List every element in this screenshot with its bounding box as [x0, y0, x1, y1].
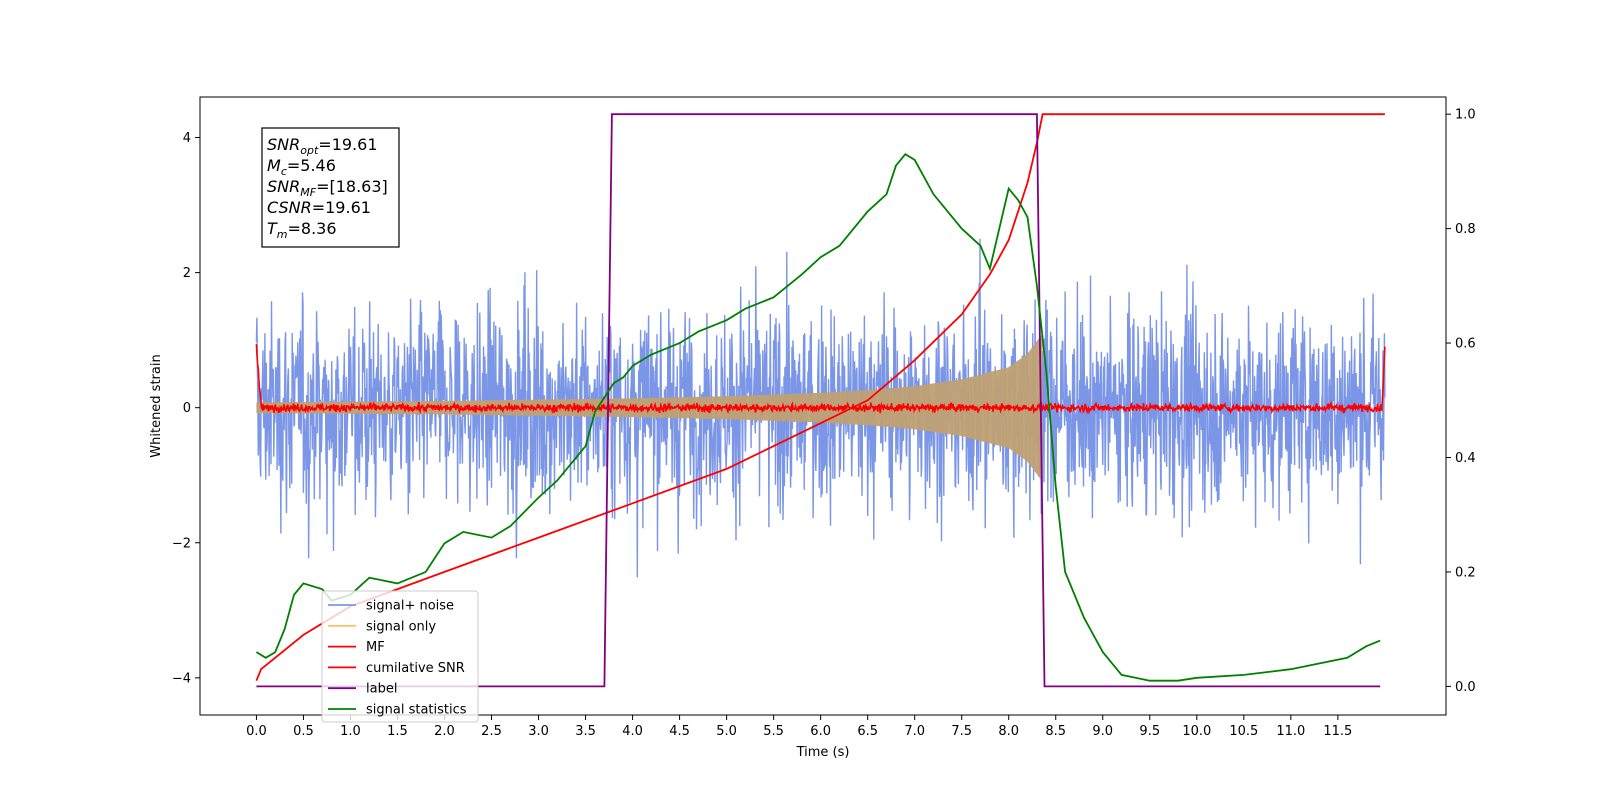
- x-tick-label: 6.5: [857, 724, 878, 739]
- x-tick-label: 5.5: [763, 724, 784, 739]
- annotation-line: CSNR=19.61: [267, 198, 371, 217]
- x-tick-label: 10.5: [1229, 724, 1258, 739]
- x-tick-label: 3.5: [575, 724, 596, 739]
- y-left-tick-label: 4: [183, 131, 191, 146]
- y-right-tick-label: 1.0: [1455, 108, 1476, 123]
- x-tick-label: 1.5: [387, 724, 408, 739]
- x-tick-label: 0.5: [293, 724, 314, 739]
- legend: signal+ noise signal only MF cumilative SNR…: [321, 590, 479, 723]
- legend-entry: cumilative SNR: [366, 661, 465, 676]
- series-signal-statistics: [255, 153, 1381, 682]
- x-tick-label: 2.5: [481, 724, 502, 739]
- x-tick-label: 11.5: [1323, 724, 1352, 739]
- x-tick-label: 9.0: [1092, 724, 1113, 739]
- x-axis-label: Time (s): [796, 745, 850, 760]
- y-axis-right: 0.0 0.2 0.4 0.6 0.8 1.0: [1446, 108, 1476, 695]
- y-axis-left: −4 −2 0 2 4: [172, 131, 200, 686]
- annotation-line: Mc=5.46: [267, 156, 336, 178]
- x-tick-label: 11.0: [1276, 724, 1305, 739]
- x-tick-label: 3.0: [528, 724, 549, 739]
- x-tick-label: 8.5: [1045, 724, 1066, 739]
- x-tick-label: 10.0: [1182, 724, 1211, 739]
- series-label: [256, 113, 1381, 688]
- plot-frame: [199, 96, 1447, 716]
- x-tick-label: 2.0: [434, 724, 455, 739]
- annotation-line: SNRopt=19.61: [267, 135, 378, 157]
- x-tick-label: 7.0: [904, 724, 925, 739]
- x-axis: 0.0 0.5 1.0 1.5 2.0 2.5 3.0 3.5 4.0 4.5 5.0 5.5 6.0 6…: [246, 715, 1352, 739]
- annotation-line: SNRMF=[18.63]: [267, 177, 388, 199]
- y-right-tick-label: 0.8: [1455, 222, 1476, 237]
- y-left-tick-label: −2: [172, 536, 191, 551]
- annotation-line: Tm=8.36: [267, 219, 337, 241]
- x-tick-label: 9.5: [1139, 724, 1160, 739]
- y-left-tick-label: 0: [183, 401, 191, 416]
- legend-entry: signal statistics: [366, 703, 467, 718]
- y-right-tick-label: 0.0: [1455, 680, 1476, 695]
- x-tick-label: 7.5: [951, 724, 972, 739]
- x-tick-label: 5.0: [716, 724, 737, 739]
- legend-entry: signal+ noise: [366, 599, 454, 614]
- y-right-tick-label: 0.2: [1455, 565, 1476, 580]
- x-tick-label: 6.0: [810, 724, 831, 739]
- y-left-tick-label: 2: [183, 266, 191, 281]
- signal-statistics-line: [255, 153, 1381, 682]
- y-left-tick-label: −4: [172, 671, 191, 686]
- x-tick-label: 1.0: [340, 724, 361, 739]
- x-tick-label: 4.0: [622, 724, 643, 739]
- x-tick-label: 0.0: [246, 724, 267, 739]
- legend-entry: label: [366, 682, 397, 697]
- series-mf: [255, 344, 1386, 415]
- legend-entry: signal only: [366, 619, 436, 634]
- y-axis-label: Whitened strain: [149, 354, 164, 457]
- legend-entry: MF: [366, 640, 385, 655]
- y-right-tick-label: 0.4: [1455, 451, 1476, 466]
- x-tick-label: 8.0: [998, 724, 1019, 739]
- y-right-tick-label: 0.6: [1455, 337, 1476, 352]
- annotation-box: SNRopt=19.61Mc=5.46SNRMF=[18.63]CSNR=19.…: [261, 127, 400, 248]
- label-line: [256, 113, 1381, 688]
- legend-frame: [321, 590, 479, 723]
- x-tick-label: 4.5: [669, 724, 690, 739]
- annotation-frame: [261, 127, 400, 248]
- mf-line: [255, 344, 1386, 415]
